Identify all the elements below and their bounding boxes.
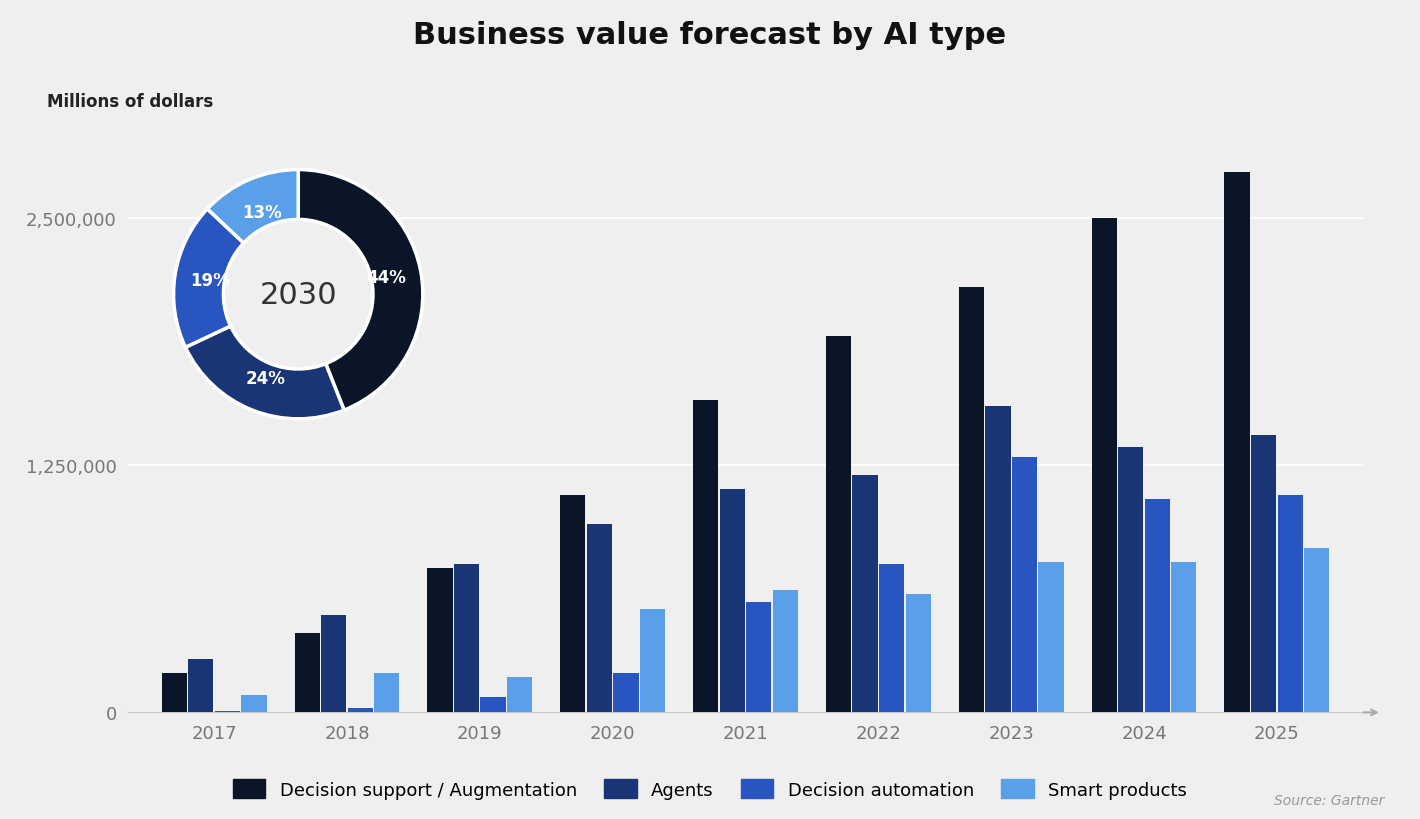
Bar (1278, 495, 1302, 713)
Bar (1118, 448, 1143, 713)
Bar (906, 594, 932, 713)
Text: 44%: 44% (366, 269, 406, 287)
Bar (985, 406, 1011, 713)
Text: 2030: 2030 (260, 280, 337, 310)
Bar (1251, 436, 1277, 713)
Text: 24%: 24% (246, 369, 285, 387)
Bar (772, 590, 798, 713)
Bar (746, 602, 771, 713)
Bar (852, 475, 878, 713)
Bar (348, 708, 373, 713)
Bar (693, 400, 719, 713)
Text: Millions of dollars: Millions of dollars (47, 93, 214, 111)
Bar (375, 673, 399, 713)
Bar (241, 695, 267, 713)
Text: Business value forecast by AI type: Business value forecast by AI type (413, 20, 1007, 49)
Bar (720, 489, 746, 713)
Bar (427, 568, 453, 713)
Bar (189, 659, 213, 713)
Bar (214, 712, 240, 713)
Bar (586, 525, 612, 713)
Bar (294, 633, 320, 713)
Bar (1304, 549, 1329, 713)
Bar (879, 564, 905, 713)
Bar (1012, 458, 1037, 713)
Bar (1224, 173, 1250, 713)
Bar (507, 677, 532, 713)
Bar (640, 609, 665, 713)
Bar (1145, 499, 1170, 713)
Text: 13%: 13% (243, 204, 283, 222)
Bar (959, 287, 984, 713)
Text: Source: Gartner: Source: Gartner (1274, 793, 1384, 807)
Bar (613, 673, 639, 713)
Wedge shape (298, 170, 423, 410)
Bar (480, 697, 506, 713)
Bar (826, 337, 851, 713)
Bar (1038, 563, 1064, 713)
Text: 19%: 19% (190, 272, 230, 290)
Wedge shape (173, 210, 244, 348)
Bar (1172, 563, 1197, 713)
Legend: Decision support / Augmentation, Agents, Decision automation, Smart products: Decision support / Augmentation, Agents,… (226, 772, 1194, 806)
Bar (321, 616, 346, 713)
Wedge shape (186, 327, 344, 419)
Wedge shape (207, 170, 298, 244)
Bar (454, 564, 479, 713)
Bar (162, 673, 187, 713)
Bar (561, 495, 585, 713)
Bar (1092, 219, 1116, 713)
